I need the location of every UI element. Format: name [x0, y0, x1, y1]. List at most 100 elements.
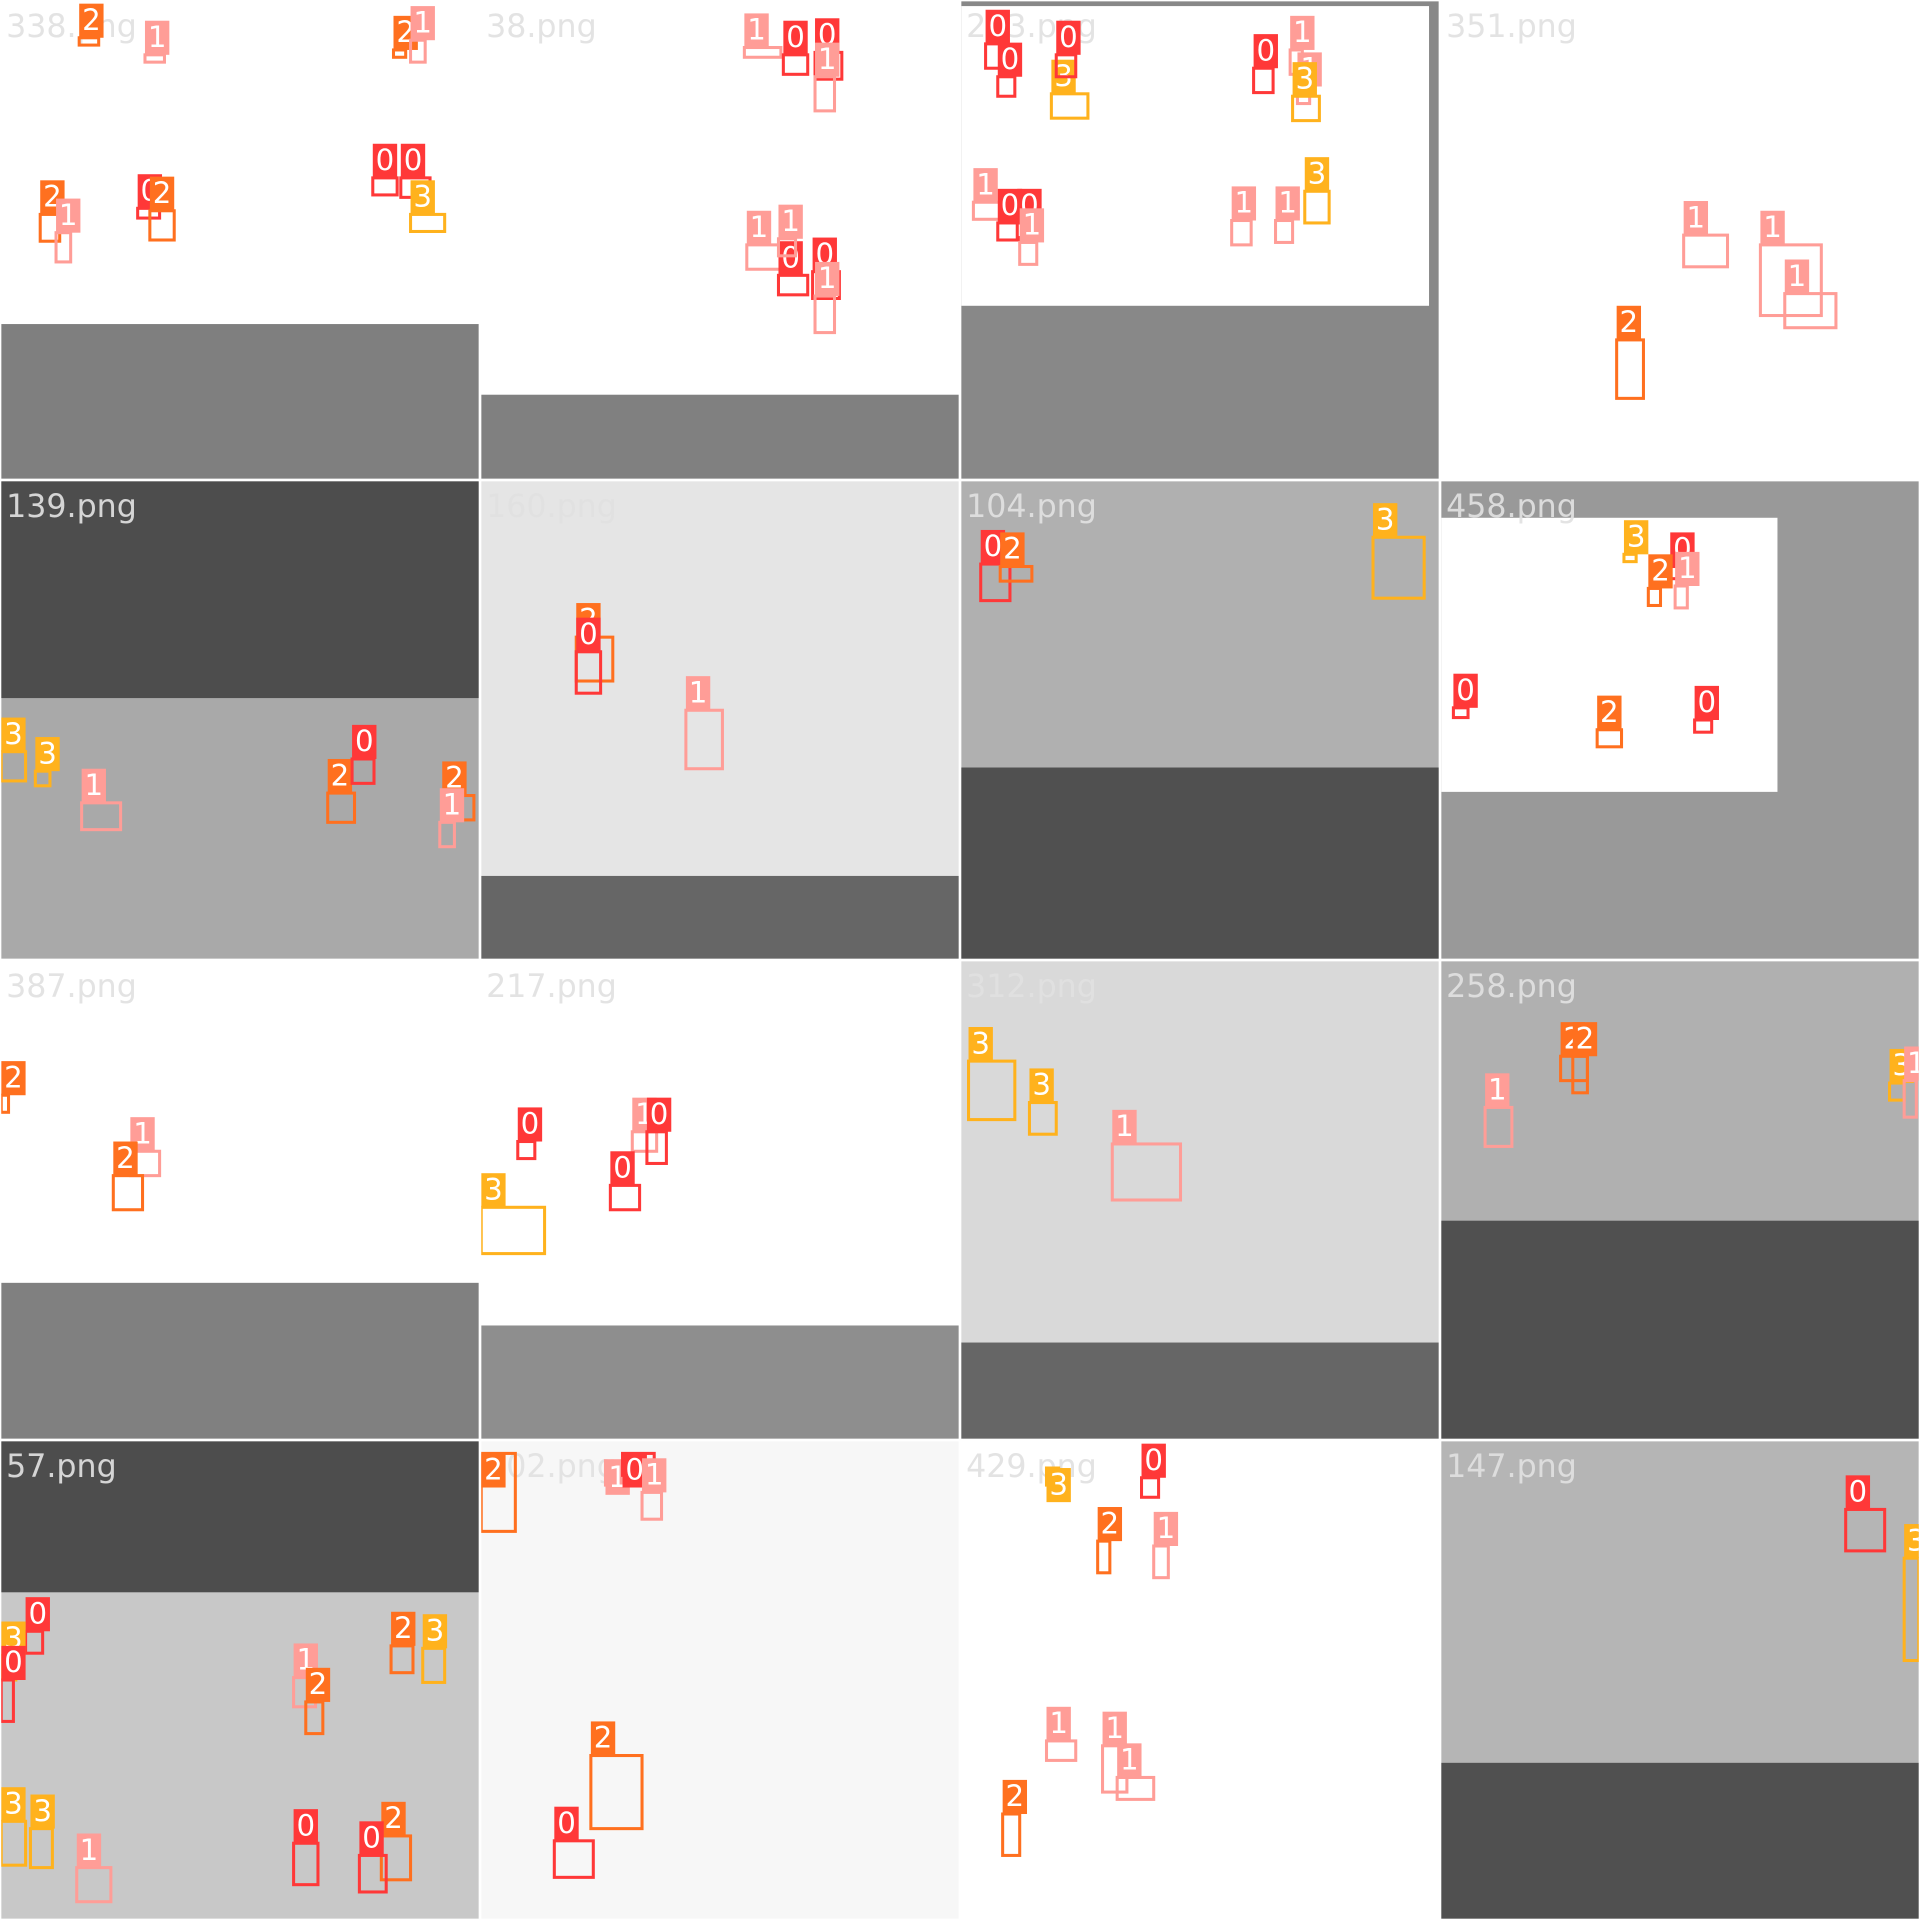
- label-tag: [1153, 1511, 1179, 1546]
- label-tag: [1046, 1468, 1071, 1503]
- label-tag: [1760, 210, 1785, 245]
- background: [1, 1282, 479, 1439]
- class-label: 1: [1278, 186, 1297, 220]
- class-label: 1: [818, 42, 837, 76]
- label-tag: [372, 143, 398, 178]
- label-tag: [685, 676, 711, 711]
- class-label: 0: [1698, 685, 1717, 719]
- class-label: 3: [1627, 519, 1646, 553]
- label-tag: [642, 1458, 667, 1493]
- class-label: 2: [116, 1141, 135, 1175]
- class-label: 2: [1006, 1779, 1025, 1813]
- bounding-box: [516, 1140, 537, 1161]
- label-tag: [79, 3, 104, 38]
- label-tag: [1231, 186, 1257, 221]
- background: [961, 1342, 1439, 1439]
- class-label: 2: [1600, 695, 1619, 729]
- bounding-box: [481, 1205, 547, 1256]
- class-label: 1: [1687, 200, 1706, 234]
- label-tag: [778, 204, 803, 239]
- class-label: 3: [971, 1026, 990, 1060]
- file-name: 258.png: [1446, 969, 1577, 1005]
- label-tag: [1117, 1743, 1142, 1778]
- bounding-box: [1001, 1812, 1022, 1857]
- background: [1441, 1220, 1919, 1439]
- class-label: 0: [1456, 673, 1475, 707]
- class-label: 1: [750, 210, 769, 244]
- label-tag: [1141, 1443, 1166, 1478]
- bounding-box: [1027, 1101, 1058, 1136]
- class-label: 3: [1032, 1068, 1051, 1102]
- label-tag: [25, 1597, 50, 1632]
- class-label: 1: [1049, 1706, 1068, 1740]
- label-tag: [149, 176, 175, 211]
- label-tag: [815, 42, 840, 77]
- label-tag: [973, 168, 998, 203]
- label-tag: [391, 1611, 416, 1646]
- tile: 223.png003001131001113: [961, 1, 1439, 479]
- bounding-box: [589, 1754, 644, 1831]
- file-name: 387.png: [6, 969, 137, 1005]
- tile: 160.png201: [481, 481, 959, 959]
- file-name: 57.png: [6, 1449, 117, 1485]
- label-tag: [144, 20, 170, 55]
- class-label: 3: [426, 1613, 445, 1647]
- bounding-box: [1096, 1539, 1112, 1575]
- class-label: 1: [148, 20, 167, 54]
- class-label: 1: [1293, 15, 1312, 49]
- class-label: 0: [781, 240, 800, 274]
- bounding-box: [1571, 1054, 1589, 1095]
- label-tag: [381, 1801, 406, 1836]
- label-tag: [1002, 1779, 1028, 1815]
- background: [1, 481, 479, 699]
- class-label: 0: [1849, 1475, 1868, 1509]
- file-name: 38.png: [486, 9, 597, 45]
- file-name: 312.png: [966, 969, 1097, 1005]
- label-tag: [783, 20, 808, 55]
- label-tag: [1372, 503, 1398, 538]
- class-label: 2: [384, 1801, 403, 1835]
- class-label: 1: [781, 204, 800, 238]
- file-name: 104.png: [966, 489, 1097, 525]
- file-name: 429.png: [966, 1449, 1097, 1485]
- class-label: 3: [1295, 61, 1314, 95]
- class-label: 2: [1620, 305, 1639, 339]
- class-label: 0: [362, 1821, 381, 1855]
- class-label: 0: [521, 1107, 540, 1141]
- label-tag: [576, 617, 601, 652]
- label-tag: [1046, 1706, 1071, 1741]
- bounding-box: [481, 1451, 517, 1533]
- label-tag: [1112, 1109, 1137, 1144]
- class-label: 1: [413, 5, 432, 39]
- class-label: 0: [613, 1151, 632, 1185]
- class-label: 2: [331, 758, 350, 792]
- label-tag: [481, 1173, 506, 1208]
- label-tag: [985, 9, 1010, 44]
- class-label: 1: [1788, 259, 1807, 293]
- label-tag: [554, 1806, 579, 1841]
- bounding-box: [1, 750, 28, 783]
- label-tag: [1000, 532, 1025, 567]
- label-tag: [481, 1453, 506, 1488]
- class-label: 1: [645, 1458, 664, 1492]
- label-tag: [439, 788, 465, 823]
- class-label: 3: [413, 180, 432, 214]
- label-tag: [1019, 208, 1045, 243]
- class-label: 0: [988, 9, 1007, 43]
- background: [481, 875, 959, 959]
- file-name: 160.png: [486, 489, 617, 525]
- class-label: 3: [484, 1172, 503, 1206]
- class-label: 0: [4, 1645, 23, 1679]
- class-label: 2: [1101, 1506, 1120, 1540]
- tile: 104.png 0 2 3: [961, 481, 1439, 959]
- file-name: 338.png: [6, 9, 137, 45]
- label-tag: [778, 241, 803, 276]
- class-label: 0: [557, 1806, 576, 1840]
- label-tag: [746, 210, 772, 245]
- label-tag: [590, 1721, 616, 1756]
